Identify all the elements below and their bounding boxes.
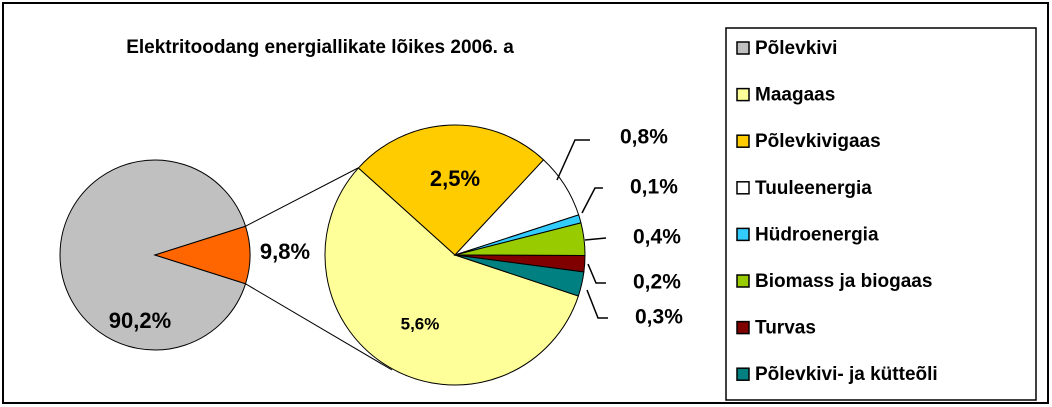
leader-line: [581, 187, 603, 214]
chart-title: Elektritoodang energiallikate lõikes 200…: [126, 37, 514, 58]
legend-label: Tuuleenergia: [755, 178, 872, 199]
data-label: 0,2%: [633, 271, 681, 294]
legend-label: Hüdroenergia: [755, 224, 879, 245]
data-label: 90,2%: [109, 308, 171, 333]
legend-label: Põlevkivigaas: [755, 131, 881, 152]
legend-label: Põlevkivi: [755, 38, 837, 59]
pie-slice: [324, 167, 579, 386]
legend-swatch: [736, 87, 750, 102]
connector-line: [245, 283, 393, 371]
leader-line: [587, 263, 606, 284]
legend-swatch: [736, 41, 750, 55]
data-label: 0,4%: [633, 226, 681, 249]
leader-line: [586, 289, 608, 319]
legend-label: Põlevkivi- ja kütteõli: [755, 364, 938, 385]
pie-slice: [59, 159, 247, 351]
legend-swatch: [736, 274, 750, 288]
pie-slice: [454, 254, 585, 297]
legend-label: Biomass ja biogaas: [755, 271, 932, 292]
legend-swatch: [736, 227, 750, 242]
data-label: 9,8%: [260, 239, 310, 264]
pie-slice: [153, 225, 251, 285]
legend-swatch: [736, 367, 750, 381]
legend-box: [725, 27, 1037, 401]
data-label: 5,6%: [401, 314, 440, 333]
legend-label: Maagaas: [755, 85, 835, 106]
legend-swatch: [736, 320, 750, 335]
data-label: 0,1%: [630, 176, 678, 199]
leader-line: [584, 237, 607, 241]
data-label: 2,5%: [430, 166, 480, 191]
data-label: 0,8%: [620, 126, 668, 149]
pie-slice: [357, 124, 545, 256]
legend-swatch: [736, 181, 750, 195]
leader-line: [556, 139, 590, 181]
data-label: 0,3%: [635, 306, 683, 329]
legend-label: Turvas: [755, 318, 816, 339]
connector-line: [245, 167, 359, 227]
legend-swatch: [736, 134, 750, 148]
